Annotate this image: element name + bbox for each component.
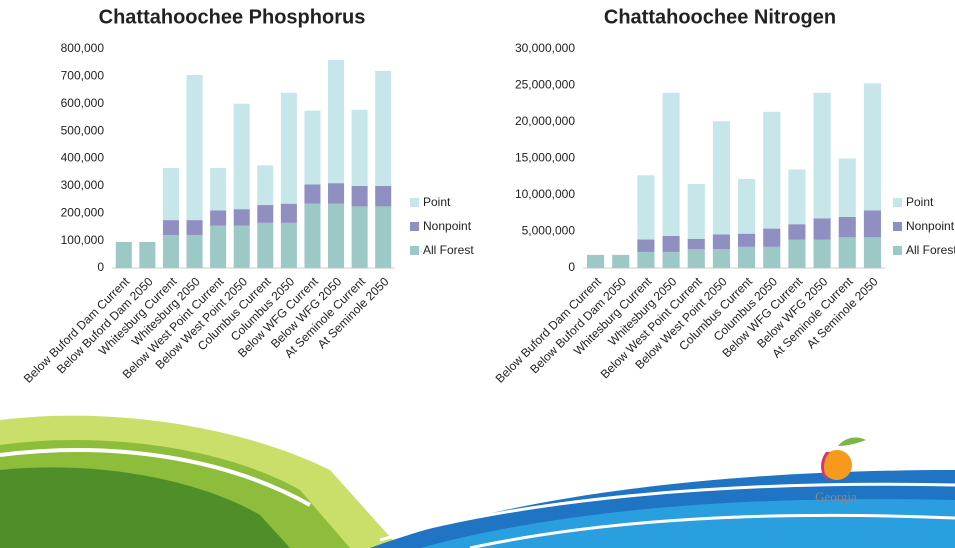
bar-segment [304,111,320,185]
bar-segment [187,75,203,220]
bar-segment [763,229,780,247]
bar-segment [375,71,391,186]
bar-segment [210,211,226,226]
bar-segment [210,168,226,210]
bar-segment [375,206,391,268]
y-tick-label: 15,000,000 [515,151,575,165]
bar-segment [788,169,805,224]
y-tick-label: 400,000 [61,151,105,165]
bar-segment [637,175,654,239]
bar-segment [352,110,368,186]
legend-swatch [410,246,419,255]
bar-segment [637,240,654,252]
bar-segment [163,168,179,220]
bar-segment [328,183,344,204]
bar-segment [281,204,297,223]
bar-segment [738,234,755,247]
chart-title: Chattahoochee Phosphorus [99,6,366,28]
bar-segment [663,93,680,236]
y-tick-label: 30,000,000 [515,41,575,55]
bar-segment [839,237,856,268]
chart-title: Chattahoochee Nitrogen [604,6,836,28]
legend-swatch [893,198,902,207]
bar-segment [304,204,320,268]
bar-segment [688,184,705,239]
bar-segment [663,252,680,268]
bar-segment [281,223,297,268]
bar-segment [864,237,881,268]
bar-segment [139,242,155,268]
bar-segment [788,224,805,239]
bar-segment [814,240,831,268]
bar-segment [328,204,344,268]
legend-label: Nonpoint [423,219,472,233]
bar-segment [738,179,755,234]
peach-leaf [838,438,866,446]
bar-segment [187,220,203,235]
bar-segment [864,83,881,210]
bar-segment [637,252,654,268]
bar-segment [163,235,179,268]
bar-segment [163,220,179,235]
bar-segment [116,242,132,268]
legend-swatch [893,246,902,255]
bar-segment [234,226,250,268]
bar-segment [234,209,250,225]
bar-segment [234,104,250,209]
bar-segment [328,60,344,183]
y-tick-label: 100,000 [61,233,105,247]
bar-segment [814,93,831,219]
bar-segment [257,205,273,223]
bar-segment [763,112,780,229]
bar-segment [713,234,730,249]
y-tick-label: 300,000 [61,178,105,192]
y-tick-label: 500,000 [61,123,105,137]
bar-segment [352,206,368,268]
y-tick-label: 800,000 [61,41,105,55]
bar-segment [839,159,856,217]
legend-label: Point [423,195,451,209]
y-tick-label: 0 [97,260,104,274]
logo-text: Georgia [815,489,857,504]
bar-segment [257,223,273,268]
bar-segment [187,235,203,268]
bar-segment [281,93,297,204]
bar-segment [864,210,881,237]
bar-segment [839,217,856,237]
bar-segment [713,249,730,268]
bar-segment [587,255,604,268]
bar-segment [688,239,705,249]
bar-segment [713,121,730,234]
y-tick-label: 600,000 [61,96,105,110]
bar-segment [788,240,805,268]
legend-label: Point [906,195,934,209]
bar-segment [304,185,320,204]
y-tick-label: 200,000 [61,205,105,219]
y-tick-label: 10,000,000 [515,187,575,201]
y-tick-label: 5,000,000 [522,224,576,238]
legend-swatch [410,222,419,231]
bar-segment [763,247,780,268]
legend-label: All Forest [906,243,955,257]
bar-segment [352,186,368,207]
bar-segment [210,226,226,268]
bar-segment [612,255,629,268]
legend-swatch [410,198,419,207]
slide: Georgia Chattahoochee Phosphorus 0 100,000… [0,0,955,548]
bar-segment [663,236,680,252]
y-tick-label: 20,000,000 [515,114,575,128]
bar-segment [688,249,705,268]
bar-segment [738,247,755,268]
bar-segment [814,218,831,239]
bar-segment [257,165,273,205]
bar-segment [375,186,391,207]
y-tick-label: 0 [568,260,575,274]
y-tick-label: 25,000,000 [515,78,575,92]
legend-label: Nonpoint [906,219,955,233]
legend-swatch [893,222,902,231]
y-tick-label: 700,000 [61,69,105,83]
legend-label: All Forest [423,243,474,257]
decoration: Georgia [0,416,955,548]
